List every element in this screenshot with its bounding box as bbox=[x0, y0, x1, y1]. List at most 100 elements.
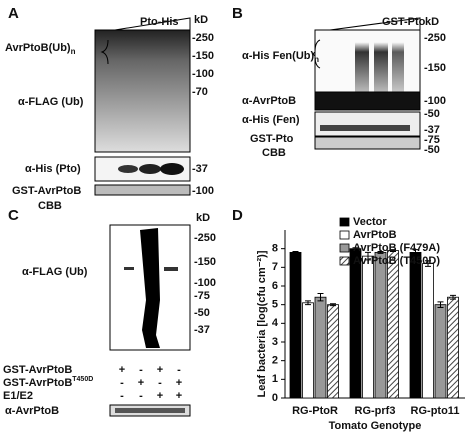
label: -150 bbox=[424, 62, 446, 74]
label: -100 bbox=[192, 185, 214, 197]
band bbox=[160, 163, 184, 175]
label: -250 bbox=[194, 232, 216, 244]
band bbox=[320, 125, 410, 131]
label: - bbox=[139, 390, 143, 402]
smear bbox=[392, 42, 404, 92]
bar bbox=[302, 302, 314, 399]
label: kD bbox=[196, 212, 210, 224]
label: + bbox=[176, 390, 182, 402]
label-subscript: n bbox=[71, 47, 76, 56]
y-tick-label: 0 bbox=[272, 392, 278, 404]
y-tick-label: 8 bbox=[272, 243, 278, 255]
label: D bbox=[232, 207, 243, 224]
legend-label: Vector bbox=[353, 216, 387, 228]
bar bbox=[327, 304, 339, 399]
legend-label: AvrPtoB bbox=[353, 229, 397, 241]
y-tick-label: 5 bbox=[272, 299, 278, 311]
label: Pto-His bbox=[140, 16, 179, 28]
label: -50 bbox=[424, 108, 440, 120]
smear bbox=[140, 228, 160, 348]
legend-swatch bbox=[339, 243, 350, 253]
label: -100 bbox=[194, 277, 216, 289]
label: CBB bbox=[38, 200, 62, 212]
blot bbox=[94, 29, 191, 153]
label: -50 bbox=[424, 144, 440, 156]
blot bbox=[94, 184, 191, 196]
error-bar bbox=[390, 249, 396, 252]
legend-swatch bbox=[339, 230, 350, 240]
error-bar bbox=[352, 247, 359, 251]
label: -75 bbox=[194, 290, 210, 302]
label: - bbox=[158, 377, 162, 389]
error-bar bbox=[317, 292, 324, 302]
band bbox=[139, 164, 161, 174]
panel-c-blots bbox=[109, 224, 191, 417]
brace bbox=[313, 39, 321, 69]
legend-label: AvrPtoB (T450D) bbox=[353, 255, 440, 267]
label: - bbox=[139, 364, 143, 376]
x-tick-label: RG-PtoR bbox=[292, 405, 338, 417]
y-tick-label: 6 bbox=[272, 280, 278, 292]
error-bar bbox=[365, 251, 371, 261]
label: + bbox=[157, 364, 163, 376]
label: + bbox=[157, 390, 163, 402]
y-tick-label: 7 bbox=[272, 261, 278, 273]
label-subscript: n bbox=[314, 55, 319, 64]
label: kD bbox=[194, 14, 208, 26]
y-tick-label: 1 bbox=[272, 373, 278, 385]
smear bbox=[374, 42, 388, 92]
label: - bbox=[120, 377, 124, 389]
error-bar bbox=[437, 301, 444, 308]
bar bbox=[434, 304, 447, 399]
label-superscript: T450D bbox=[72, 376, 93, 383]
label: -100 bbox=[424, 95, 446, 107]
band bbox=[124, 267, 134, 270]
label: GST-Pto bbox=[250, 133, 294, 145]
band bbox=[164, 267, 178, 271]
bar bbox=[409, 251, 422, 399]
label: α-FLAG (Ub) bbox=[22, 266, 88, 278]
error-bar bbox=[305, 300, 311, 306]
label: AvrPtoB(Ub)n bbox=[5, 42, 76, 56]
blot bbox=[314, 136, 421, 150]
y-tick-label: 3 bbox=[272, 336, 278, 348]
bar bbox=[447, 296, 459, 399]
label: -50 bbox=[194, 307, 210, 319]
label: - bbox=[120, 390, 124, 402]
x-axis-label: Tomato Genotype bbox=[329, 420, 422, 432]
bar bbox=[362, 255, 374, 399]
error-bar bbox=[292, 250, 299, 254]
bar bbox=[374, 251, 387, 399]
label: -150 bbox=[192, 50, 214, 62]
legend-swatch bbox=[339, 256, 350, 266]
label: -250 bbox=[424, 32, 446, 44]
y-axis-label: Leaf bacteria [log(cfu cm⁻²)] bbox=[256, 250, 268, 397]
legend-label: AvrPtoB (F479A) bbox=[353, 242, 440, 254]
label: -37 bbox=[424, 124, 440, 136]
blot bbox=[314, 111, 421, 137]
label: α-His (Fen) bbox=[242, 114, 300, 126]
panel-a-blots bbox=[94, 17, 191, 196]
x-tick-label: RG-prf3 bbox=[355, 405, 396, 417]
label: CBB bbox=[262, 147, 286, 159]
bar bbox=[387, 250, 399, 399]
label: C bbox=[8, 207, 19, 224]
bar bbox=[314, 296, 327, 399]
panel-b-blots bbox=[313, 17, 421, 150]
label: -250 bbox=[192, 32, 214, 44]
label: -150 bbox=[194, 256, 216, 268]
legend-swatch bbox=[339, 217, 350, 227]
label: α-AvrPtoB bbox=[5, 405, 59, 417]
label: α-His (Pto) bbox=[25, 163, 81, 175]
label: -37 bbox=[192, 163, 208, 175]
label: + bbox=[119, 364, 125, 376]
x-tick-label: RG-pto11 bbox=[411, 405, 460, 417]
label: -70 bbox=[192, 86, 208, 98]
y-tick-label: 2 bbox=[272, 355, 278, 367]
blot bbox=[314, 91, 421, 111]
label-text: α-His Fen(Ub) bbox=[242, 50, 314, 62]
band bbox=[115, 408, 185, 413]
label: α-FLAG (Ub) bbox=[18, 96, 84, 108]
label: α-AvrPtoB bbox=[242, 95, 296, 107]
